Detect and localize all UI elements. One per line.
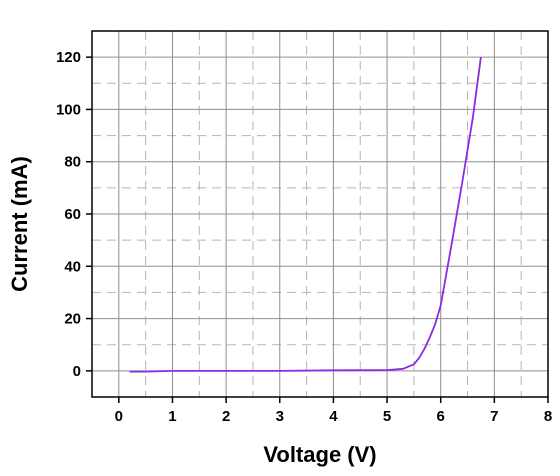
y-tick-label: 0 — [73, 363, 81, 380]
y-axis-title: Current (mA) — [7, 156, 32, 292]
x-tick-label: 6 — [437, 408, 445, 425]
x-tick-label: 0 — [115, 408, 123, 425]
y-tick-label: 80 — [64, 154, 81, 171]
major-grid — [92, 30, 549, 397]
x-tick-label: 7 — [490, 408, 498, 425]
y-tick-label: 120 — [56, 49, 81, 66]
y-tick-label: 40 — [64, 258, 81, 275]
x-tick-label: 1 — [168, 408, 176, 425]
x-tick-label: 3 — [276, 408, 284, 425]
y-tick-labels: 0 20 40 60 80 100 120 — [56, 49, 81, 380]
series-layer — [129, 56, 482, 373]
axis-ticks — [86, 56, 549, 403]
x-axis-title: Voltage (V) — [263, 442, 376, 467]
x-tick-label: 4 — [329, 408, 338, 425]
x-tick-labels: 0 1 2 3 4 5 6 7 8 — [115, 408, 553, 425]
series-line — [129, 56, 482, 373]
x-tick-label: 5 — [383, 408, 391, 425]
x-tick-label: 2 — [222, 408, 230, 425]
y-tick-label: 20 — [64, 311, 81, 328]
x-tick-label: 8 — [544, 408, 552, 425]
y-tick-label: 100 — [56, 101, 81, 118]
y-tick-label: 60 — [64, 206, 81, 223]
